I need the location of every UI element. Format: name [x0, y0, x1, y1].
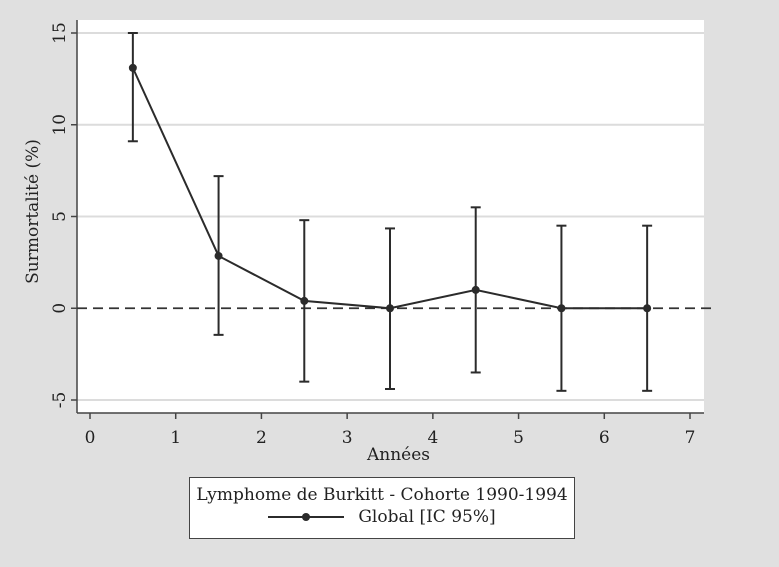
x-tick-label: 1 — [170, 428, 181, 448]
y-tick-label: 0 — [50, 303, 70, 314]
data-point — [386, 304, 394, 313]
x-tick-label: 5 — [513, 428, 524, 448]
x-axis-label: Années — [366, 445, 430, 465]
x-tick-label: 7 — [685, 428, 696, 448]
x-tick-label: 4 — [427, 428, 438, 448]
y-tick-label: 5 — [50, 211, 70, 222]
y-axis-label: Surmortalité (%) — [23, 139, 43, 284]
y-tick-label: 10 — [50, 114, 70, 136]
legend-title: Lymphome de Burkitt - Cohorte 1990-1994 — [196, 485, 568, 505]
y-tick-label: 15 — [50, 22, 70, 44]
y-tick-label: -5 — [50, 392, 70, 409]
legend-series-label: Global [IC 95%] — [358, 507, 496, 527]
data-point — [471, 285, 480, 294]
data-point — [128, 63, 137, 72]
x-tick-label: 6 — [599, 428, 610, 448]
data-point — [214, 251, 223, 260]
legend: Lymphome de Burkitt - Cohorte 1990-1994 … — [189, 477, 575, 539]
data-point — [557, 304, 566, 313]
x-tick-label: 2 — [256, 428, 267, 448]
data-point — [643, 304, 652, 313]
x-tick-label: 0 — [85, 428, 96, 448]
legend-marker-icon — [268, 513, 345, 521]
x-tick-label: 3 — [342, 428, 353, 448]
data-point — [300, 296, 309, 305]
